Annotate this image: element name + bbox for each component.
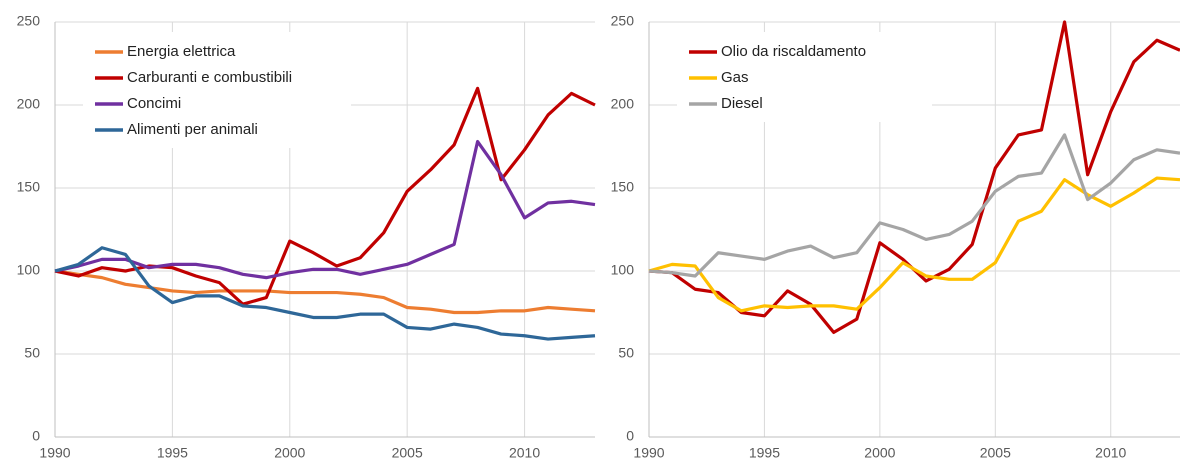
y-tick-label: 50 — [24, 345, 40, 361]
y-tick-label: 250 — [611, 13, 635, 29]
x-tick-label: 2005 — [980, 445, 1011, 461]
x-tick-label: 2005 — [392, 445, 423, 461]
data-line — [54, 269, 596, 315]
y-tick-label: 0 — [32, 428, 40, 444]
data-line — [54, 139, 596, 280]
y-tick-label: 150 — [17, 179, 41, 195]
legend-label: Alimenti per animali — [127, 121, 258, 138]
x-tick-label: 2010 — [509, 445, 540, 461]
legend-label: Energia elettrica — [127, 43, 236, 60]
data-line — [54, 246, 596, 341]
data-line — [648, 176, 1180, 313]
legend-label: Concimi — [127, 95, 181, 112]
y-tick-label: 100 — [611, 262, 635, 278]
y-tick-label: 250 — [17, 13, 41, 29]
data-line — [648, 133, 1180, 278]
y-tick-label: 200 — [17, 96, 41, 112]
y-tick-label: 200 — [611, 96, 635, 112]
legend-label: Carburanti e combustibili — [127, 69, 292, 86]
y-tick-label: 100 — [17, 262, 41, 278]
legend-label: Diesel — [721, 95, 763, 112]
x-tick-label: 2000 — [864, 445, 895, 461]
legend-label: Gas — [721, 69, 749, 86]
x-tick-label: 1990 — [39, 445, 70, 461]
legend-label: Olio da riscaldamento — [721, 43, 866, 60]
x-tick-label: 2010 — [1095, 445, 1126, 461]
y-tick-label: 150 — [611, 179, 635, 195]
y-tick-label: 50 — [618, 345, 634, 361]
legend-box — [83, 32, 351, 148]
x-tick-label: 2000 — [274, 445, 305, 461]
x-tick-label: 1995 — [749, 445, 780, 461]
y-tick-label: 0 — [626, 428, 634, 444]
legend-box — [677, 32, 932, 122]
x-tick-label: 1995 — [157, 445, 188, 461]
x-tick-label: 1990 — [633, 445, 664, 461]
